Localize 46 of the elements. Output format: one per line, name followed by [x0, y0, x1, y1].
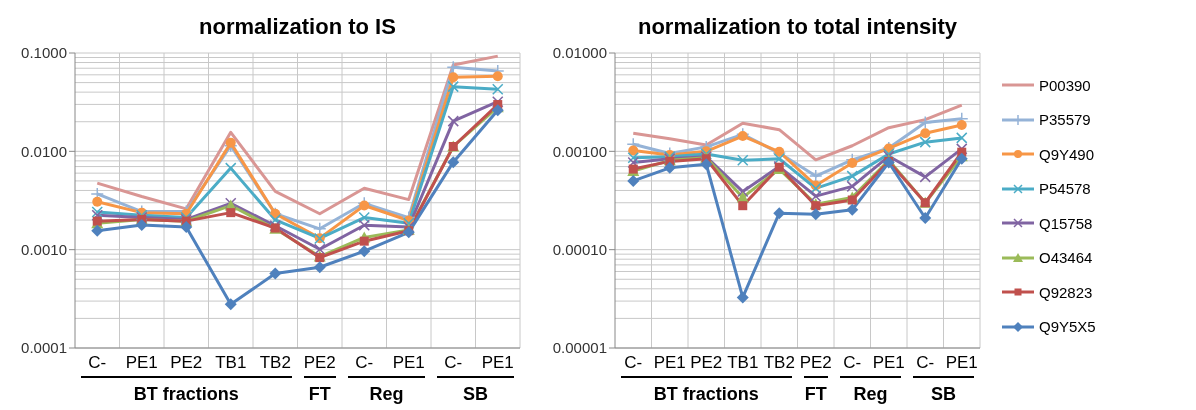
x-tick-label: C- — [624, 353, 643, 373]
legend-label: Q9Y5X5 — [1039, 318, 1096, 336]
y-tick-label: 0.00010 — [552, 240, 607, 258]
x-tick-label: TB2 — [259, 353, 291, 373]
x-tick-label: PE1 — [872, 353, 905, 373]
legend-label: Q9Y490 — [1039, 145, 1095, 163]
text: Reg — [852, 384, 889, 405]
x-tick-label: C- — [355, 353, 374, 373]
x-tick-label: C- — [843, 353, 862, 373]
chart-title: normalization to IS — [198, 14, 397, 40]
x-tick-label: TB2 — [763, 353, 795, 373]
x-tick-label: PE1 — [392, 353, 425, 373]
x-tick-label: TB1 — [215, 353, 247, 373]
legend-label: O43464 — [1039, 249, 1093, 267]
y-tick-label: 0.0010 — [21, 240, 67, 258]
x-tick-label: C- — [88, 353, 107, 373]
y-tick-label: 0.01000 — [552, 44, 607, 62]
x-tick-label: PE1 — [945, 353, 978, 373]
text: SB — [462, 384, 489, 405]
y-tick-label: 0.0100 — [21, 142, 67, 160]
text: BT fractions — [652, 384, 760, 405]
text: SB — [930, 384, 957, 405]
legend-label: Q92823 — [1039, 283, 1093, 301]
legend-label: P00390 — [1039, 76, 1091, 94]
chart-title: normalization to total intensity — [637, 14, 958, 40]
x-tick-label: TB1 — [727, 353, 759, 373]
text: FT — [307, 384, 332, 405]
x-tick-label: PE2 — [303, 353, 336, 373]
x-tick-label: PE1 — [653, 353, 686, 373]
y-tick-label: 0.00100 — [552, 142, 607, 160]
legend-label: P35579 — [1039, 111, 1091, 129]
x-tick-label: C- — [916, 353, 935, 373]
y-tick-label: 0.0001 — [21, 339, 67, 357]
text: Reg — [368, 384, 405, 405]
x-tick-label: PE2 — [170, 353, 203, 373]
x-tick-label: PE1 — [481, 353, 514, 373]
x-tick-label: PE1 — [125, 353, 158, 373]
text: FT — [803, 384, 828, 405]
text: BT fractions — [132, 384, 240, 405]
x-tick-label: PE2 — [690, 353, 723, 373]
x-tick-label: PE2 — [799, 353, 832, 373]
y-tick-label: 0.1000 — [21, 44, 67, 62]
x-tick-label: C- — [444, 353, 463, 373]
legend-label: P54578 — [1039, 180, 1091, 198]
legend-label: Q15758 — [1039, 214, 1093, 232]
y-tick-label: 0.00001 — [552, 339, 607, 357]
